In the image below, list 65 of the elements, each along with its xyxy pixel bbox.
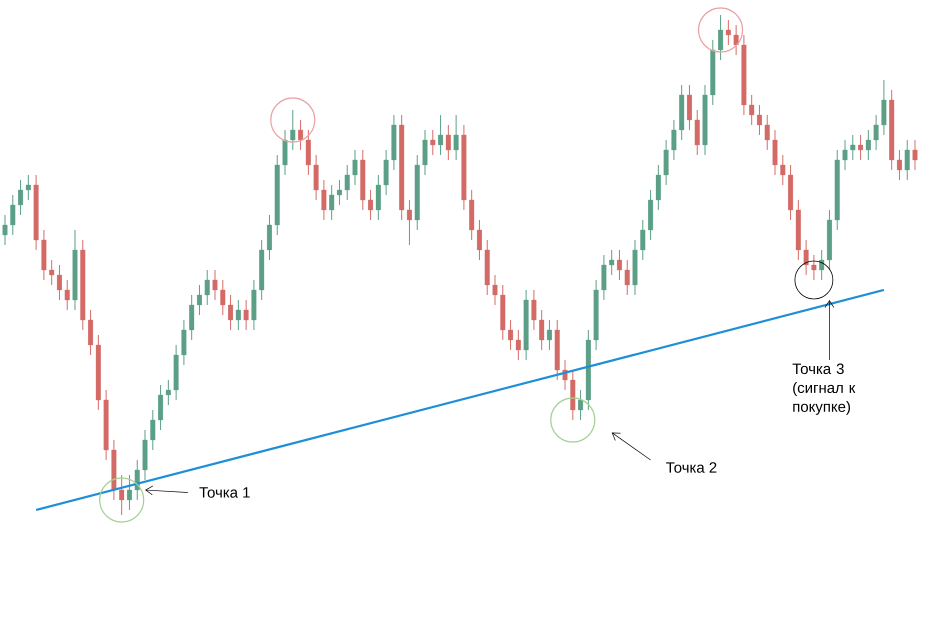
candlestick	[819, 249, 824, 280]
candlestick	[119, 474, 124, 516]
candlestick	[196, 284, 202, 316]
candlestick	[2, 214, 8, 246]
candlestick	[430, 129, 436, 156]
candlestick	[150, 409, 156, 450]
candlestick	[26, 174, 31, 200]
candlestick	[18, 179, 24, 216]
candlestick	[236, 299, 241, 330]
candlestick	[204, 269, 210, 306]
candlestick	[64, 279, 70, 310]
annotation: Точка 3 (сигнал к покупке)	[792, 364, 856, 415]
candlestick	[476, 219, 482, 260]
candlestick	[406, 199, 412, 246]
candlestick	[850, 134, 856, 160]
candlestick	[212, 269, 218, 300]
candlestick	[531, 289, 536, 330]
candlestick	[49, 259, 54, 286]
candlestick	[166, 379, 171, 406]
candlestick	[352, 149, 358, 186]
candlestick	[344, 164, 350, 200]
candlestick	[438, 114, 444, 156]
candlestick	[508, 319, 514, 350]
candlestick	[904, 139, 910, 180]
candlestick	[244, 299, 249, 330]
candlestick	[780, 154, 786, 186]
candlestick	[10, 194, 16, 236]
candlestick	[609, 249, 614, 276]
candlestick	[298, 119, 304, 150]
candlestick	[290, 109, 296, 150]
candlestick	[858, 134, 864, 160]
candlestick	[842, 139, 848, 170]
candlestick	[546, 319, 552, 350]
annotation: Точка 1	[199, 487, 250, 498]
candlestick	[734, 24, 739, 56]
candlestick	[578, 389, 584, 420]
candlestick	[616, 249, 622, 280]
candlestick	[336, 179, 342, 206]
candlestick	[811, 254, 816, 280]
candlestick	[220, 279, 226, 316]
candlestick	[804, 239, 809, 276]
candlestick	[866, 129, 871, 160]
candlestick	[454, 114, 459, 160]
candlestick	[228, 294, 234, 330]
candlestick	[756, 104, 762, 136]
candlestick	[912, 139, 918, 170]
candlestick	[56, 264, 62, 300]
candlestick	[896, 149, 902, 180]
annotation: Точка 2	[666, 462, 716, 473]
candlestick	[492, 274, 498, 306]
candlestick	[368, 189, 374, 220]
candlestick	[446, 124, 451, 160]
candlestick	[329, 184, 334, 220]
candlestick	[749, 94, 754, 126]
candlestick	[516, 329, 521, 360]
candlestick	[624, 259, 630, 296]
candlestick	[321, 179, 326, 220]
candlestick	[764, 114, 770, 150]
candlestick	[874, 114, 879, 150]
candlestick	[726, 19, 731, 46]
candlestick	[126, 474, 132, 510]
candlestick	[718, 14, 724, 60]
candlestick	[640, 219, 646, 260]
candlestick	[671, 119, 676, 160]
candlestick	[539, 309, 544, 350]
